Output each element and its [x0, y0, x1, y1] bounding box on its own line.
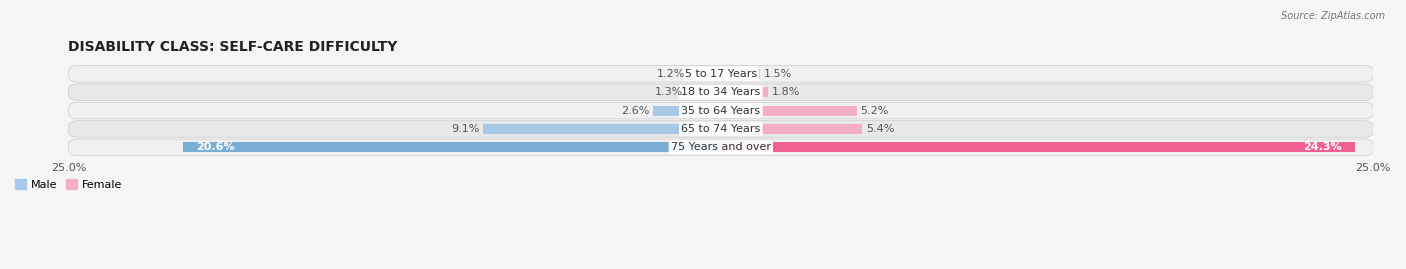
- Text: 65 to 74 Years: 65 to 74 Years: [682, 124, 761, 134]
- Text: 1.3%: 1.3%: [655, 87, 683, 97]
- Bar: [183, 142, 721, 153]
- Text: 1.5%: 1.5%: [763, 69, 792, 79]
- Text: 1.8%: 1.8%: [772, 87, 800, 97]
- Bar: [721, 105, 856, 116]
- Bar: [484, 124, 721, 134]
- Bar: [688, 87, 721, 97]
- Text: 24.3%: 24.3%: [1303, 142, 1341, 152]
- Bar: [721, 69, 761, 79]
- Bar: [721, 142, 1355, 153]
- Text: 5.4%: 5.4%: [866, 124, 894, 134]
- FancyBboxPatch shape: [69, 84, 1374, 100]
- FancyBboxPatch shape: [69, 139, 1374, 156]
- Text: 20.6%: 20.6%: [197, 142, 235, 152]
- Legend: Male, Female: Male, Female: [15, 179, 122, 190]
- Text: 5 to 17 Years: 5 to 17 Years: [685, 69, 756, 79]
- Bar: [689, 69, 721, 79]
- Text: Source: ZipAtlas.com: Source: ZipAtlas.com: [1281, 11, 1385, 21]
- Text: 75 Years and over: 75 Years and over: [671, 142, 770, 152]
- Text: 5.2%: 5.2%: [860, 105, 889, 116]
- Text: 35 to 64 Years: 35 to 64 Years: [682, 105, 761, 116]
- FancyBboxPatch shape: [69, 65, 1374, 82]
- FancyBboxPatch shape: [69, 121, 1374, 137]
- Text: DISABILITY CLASS: SELF-CARE DIFFICULTY: DISABILITY CLASS: SELF-CARE DIFFICULTY: [69, 40, 398, 54]
- Text: 9.1%: 9.1%: [451, 124, 479, 134]
- Bar: [652, 105, 721, 116]
- Text: 1.2%: 1.2%: [657, 69, 686, 79]
- FancyBboxPatch shape: [69, 102, 1374, 119]
- Bar: [721, 87, 768, 97]
- Bar: [721, 124, 862, 134]
- Text: 18 to 34 Years: 18 to 34 Years: [682, 87, 761, 97]
- Text: 2.6%: 2.6%: [620, 105, 650, 116]
